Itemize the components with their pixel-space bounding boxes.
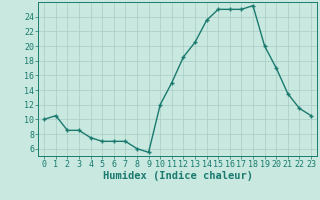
X-axis label: Humidex (Indice chaleur): Humidex (Indice chaleur) [103,171,252,181]
